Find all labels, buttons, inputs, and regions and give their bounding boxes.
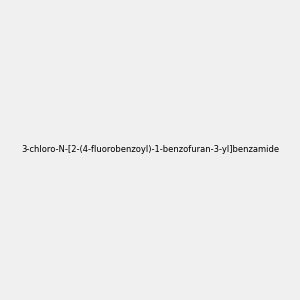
Text: 3-chloro-N-[2-(4-fluorobenzoyl)-1-benzofuran-3-yl]benzamide: 3-chloro-N-[2-(4-fluorobenzoyl)-1-benzof… <box>21 146 279 154</box>
